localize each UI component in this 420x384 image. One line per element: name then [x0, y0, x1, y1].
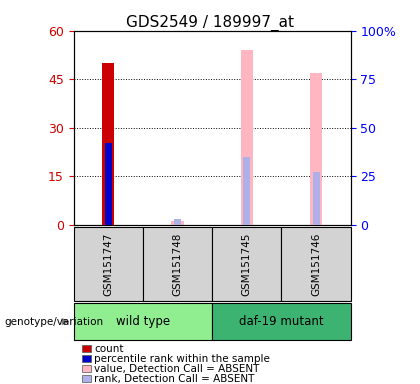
Bar: [243, 157, 250, 225]
Text: rank, Detection Call = ABSENT: rank, Detection Call = ABSENT: [94, 374, 255, 384]
Text: value, Detection Call = ABSENT: value, Detection Call = ABSENT: [94, 364, 260, 374]
Text: GDS2549 / 189997_at: GDS2549 / 189997_at: [126, 15, 294, 31]
Bar: [171, 221, 184, 225]
Text: GSM151747: GSM151747: [103, 232, 113, 296]
Text: percentile rank within the sample: percentile rank within the sample: [94, 354, 270, 364]
Text: GSM151748: GSM151748: [173, 232, 182, 296]
Text: genotype/variation: genotype/variation: [4, 316, 103, 327]
Text: count: count: [94, 344, 124, 354]
Bar: [241, 50, 253, 225]
Bar: [312, 172, 320, 225]
Text: GSM151746: GSM151746: [311, 232, 321, 296]
Text: GSM151745: GSM151745: [242, 232, 252, 296]
Bar: [102, 63, 114, 225]
Text: daf-19 mutant: daf-19 mutant: [239, 315, 324, 328]
Text: wild type: wild type: [116, 315, 170, 328]
Bar: [310, 73, 322, 225]
Bar: [174, 219, 181, 225]
Bar: [105, 143, 112, 225]
